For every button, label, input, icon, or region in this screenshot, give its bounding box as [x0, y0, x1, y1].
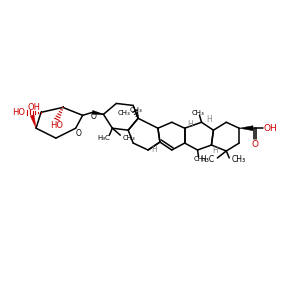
- Text: H: H: [212, 146, 218, 154]
- Text: H: H: [187, 120, 193, 129]
- Text: CH₃: CH₃: [191, 110, 204, 116]
- Text: O: O: [251, 140, 259, 148]
- Text: H₃C: H₃C: [98, 135, 110, 141]
- Text: CH₃: CH₃: [193, 156, 206, 162]
- Text: H₃C: H₃C: [200, 155, 214, 164]
- Text: H: H: [207, 115, 212, 124]
- Text: CH₃: CH₃: [231, 155, 245, 164]
- Text: O: O: [91, 112, 97, 121]
- Text: CH₃: CH₃: [118, 110, 130, 116]
- Text: CH₃: CH₃: [122, 135, 135, 141]
- Polygon shape: [30, 115, 36, 128]
- Text: CH₃: CH₃: [130, 107, 142, 113]
- Text: OH: OH: [28, 103, 40, 112]
- Text: OH: OH: [264, 124, 278, 133]
- Text: O: O: [76, 129, 82, 138]
- Text: HO: HO: [12, 108, 25, 117]
- Polygon shape: [92, 110, 103, 114]
- Text: HO: HO: [50, 121, 63, 130]
- Polygon shape: [239, 126, 253, 131]
- Text: H: H: [151, 145, 157, 154]
